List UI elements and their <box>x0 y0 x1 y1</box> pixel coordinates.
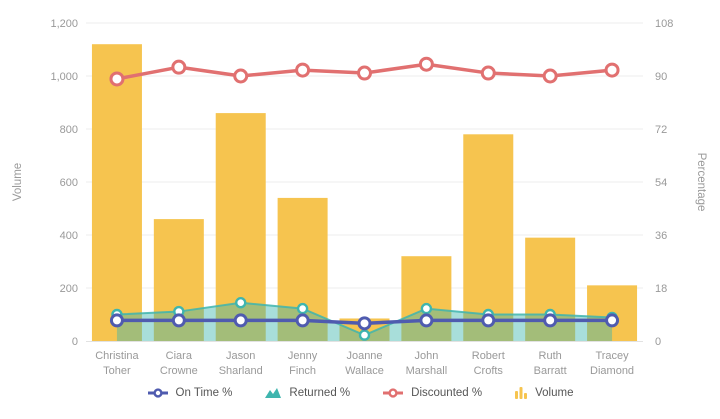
bar-0 <box>91 44 142 341</box>
point-5 <box>419 313 434 328</box>
svg-text:36: 36 <box>655 230 667 242</box>
point-8 <box>605 313 620 328</box>
legend-item-discounted[interactable]: Discounted % <box>382 387 482 399</box>
x-label-1: Ciara Crowne <box>160 350 198 377</box>
discounted-line-marker-icon <box>382 387 404 398</box>
point-7 <box>543 313 558 328</box>
returned-point-4 <box>358 329 371 341</box>
x-label-5: John Marshall <box>406 350 448 377</box>
returned-area <box>111 297 618 341</box>
point-0 <box>109 313 124 328</box>
x-label-3: Jenny Finch <box>288 350 318 377</box>
legend-label: On Time % <box>175 386 233 399</box>
discounted-line <box>109 56 620 87</box>
svg-text:1,000: 1,000 <box>50 71 78 83</box>
returned-point-3 <box>296 302 309 315</box>
point-1 <box>171 313 186 328</box>
point-7 <box>542 68 558 84</box>
point-6 <box>480 65 496 81</box>
svg-text:600: 600 <box>60 177 78 189</box>
on-time-line <box>109 313 620 331</box>
point-8 <box>604 62 620 78</box>
legend-item-on-time[interactable]: On Time % <box>147 386 233 399</box>
volume-bars-icon <box>514 386 528 399</box>
svg-text:0: 0 <box>655 336 661 348</box>
chart-plot-area: 0 200 400 600 800 1,000 1,200 0 18 36 54 72 90 108 Chr… <box>50 18 673 377</box>
returned-area-icon <box>264 387 282 399</box>
on-time-line-marker-icon <box>147 387 169 398</box>
svg-text:72: 72 <box>655 124 667 136</box>
svg-text:18: 18 <box>655 283 667 295</box>
point-4 <box>357 65 372 81</box>
svg-text:54: 54 <box>655 177 667 189</box>
returned-point-2 <box>235 297 247 309</box>
point-2 <box>233 313 248 328</box>
svg-text:800: 800 <box>60 124 78 136</box>
point-6 <box>481 313 496 328</box>
point-3 <box>295 313 310 328</box>
returned-point-5 <box>420 302 433 315</box>
legend-item-returned[interactable]: Returned % <box>264 387 350 399</box>
left-axis-title: Volume <box>12 162 24 202</box>
bar-6 <box>463 134 514 341</box>
legend-label: Discounted % <box>411 386 483 399</box>
svg-text:400: 400 <box>60 230 78 242</box>
legend-item-volume[interactable]: Volume <box>514 386 573 399</box>
volume-bars <box>91 44 638 341</box>
x-label-8: Tracey Diamond <box>590 350 634 377</box>
x-label-6: Robert Crofts <box>472 350 505 377</box>
svg-text:200: 200 <box>60 283 78 295</box>
svg-text:108: 108 <box>655 18 673 30</box>
gridlines: 0 200 400 600 800 1,000 1,200 0 18 36 54 72 90 108 <box>50 18 673 348</box>
legend-label: Returned % <box>289 386 351 399</box>
svg-text:1,200: 1,200 <box>50 18 78 30</box>
point-1 <box>171 59 187 75</box>
x-label-2: Jason Sharland <box>219 350 263 377</box>
point-5 <box>418 56 434 72</box>
svg-text:90: 90 <box>655 71 667 83</box>
x-label-0: Christina Toher <box>95 350 139 377</box>
right-axis-title: Percentage <box>695 152 707 212</box>
point-3 <box>295 62 311 78</box>
x-label-4: Joanne Wallace <box>345 350 384 377</box>
chart-legend: On Time % Returned % Discounted % <box>0 386 720 399</box>
point-0 <box>109 71 125 87</box>
svg-text:0: 0 <box>72 336 78 348</box>
x-axis-labels: Christina Toher Ciara Crowne Jason Sharland Je… <box>95 350 634 377</box>
legend-label: Volume <box>535 386 574 399</box>
point-2 <box>233 68 249 84</box>
point-4 <box>357 316 372 331</box>
x-label-7: Ruth Barratt <box>534 350 567 377</box>
